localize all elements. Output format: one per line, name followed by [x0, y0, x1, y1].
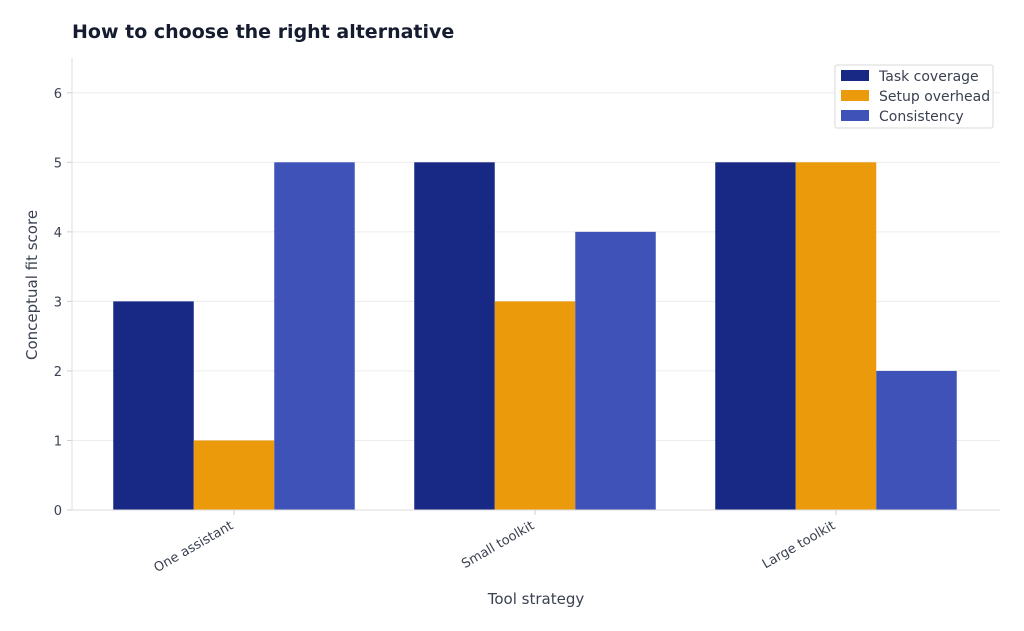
bar-setup-overhead [494, 301, 576, 510]
y-axis-title: Conceptual fit score [23, 210, 41, 360]
y-tick-label: 5 [54, 156, 62, 171]
legend-swatch [841, 70, 869, 81]
chart-title: How to choose the right alternative [72, 21, 455, 43]
legend-box [834, 64, 994, 129]
axes [67, 58, 1000, 515]
bar-consistency [575, 231, 656, 510]
x-tick-label: Small toolkit [459, 518, 537, 572]
x-tick-label: One assistant [152, 518, 236, 575]
y-tick-label: 4 [54, 226, 62, 241]
y-tick-label: 0 [54, 504, 62, 519]
legend: Task coverage Setup overhead Consistency [834, 64, 994, 129]
bar-task-coverage [715, 162, 796, 511]
bar-task-coverage [113, 301, 194, 510]
bar-consistency [876, 370, 957, 510]
x-tick-label: Large toolkit [760, 518, 838, 572]
bar-setup-overhead [193, 440, 275, 510]
x-axis-title: Tool strategy [487, 590, 585, 608]
legend-label: Setup overhead [879, 89, 990, 105]
y-tick-label: 6 [54, 87, 62, 102]
bar-consistency [274, 162, 355, 511]
legend-swatch [841, 110, 869, 121]
legend-label: Task coverage [878, 69, 979, 85]
bar-task-coverage [414, 162, 495, 511]
y-tick-label: 2 [54, 365, 62, 380]
bar-setup-overhead [795, 162, 877, 511]
y-tick-label: 3 [54, 295, 62, 310]
bars [113, 162, 957, 511]
y-tick-label: 1 [54, 434, 62, 449]
legend-label: Consistency [879, 109, 964, 125]
legend-swatch [841, 90, 869, 101]
